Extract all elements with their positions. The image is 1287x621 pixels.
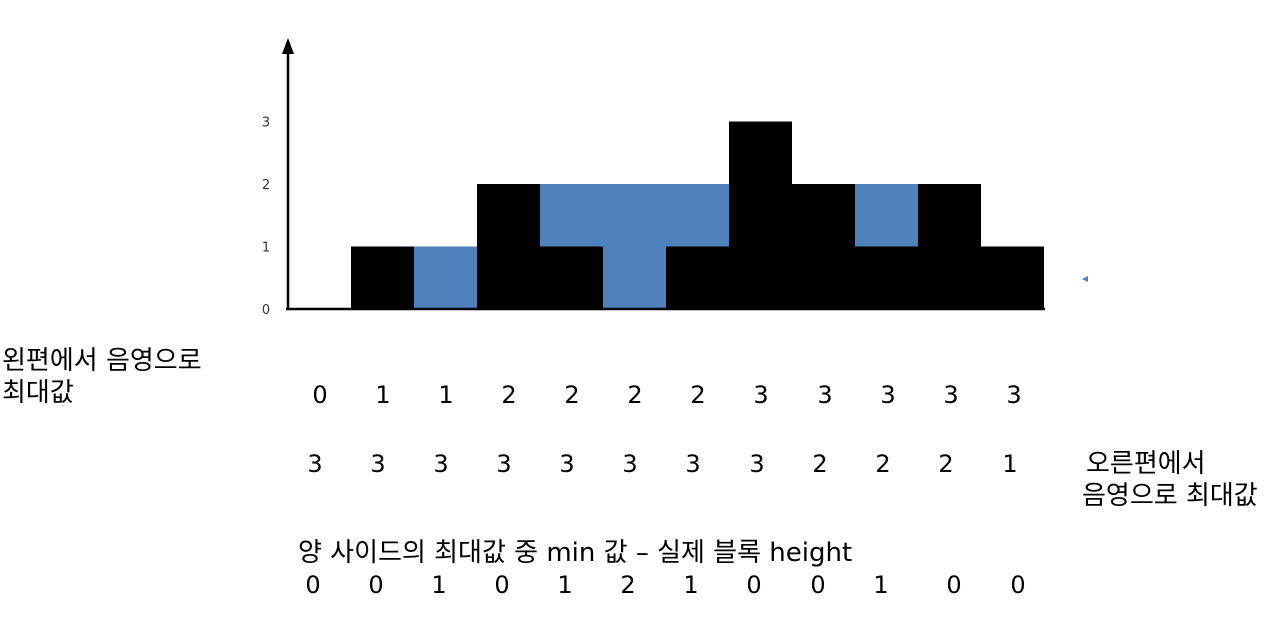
left-max-value-3: 2 [501,381,517,409]
left-max-value-4: 2 [564,381,580,409]
trapping-water-chart: 0 1 2 3 [262,38,1088,319]
block-bar-6 [666,246,729,309]
left-max-label-line2: 최대값 [2,378,74,408]
right-max-label-line2: 음영으로 최대값 [1082,481,1258,511]
water-bar-2 [414,246,477,309]
result-value-1: 0 [368,571,384,599]
left-max-value-0: 0 [312,381,328,409]
result-value-2: 1 [431,571,447,599]
result-value-10: 0 [946,571,962,599]
right-max-value-11: 1 [1002,450,1018,478]
right-max-value-9: 2 [875,450,891,478]
right-max-value-7: 3 [749,450,765,478]
block-bar-7 [729,121,792,309]
right-max-value-5: 3 [622,450,638,478]
block-bar-11 [981,246,1044,309]
left-max-value-5: 2 [627,381,643,409]
left-max-value-11: 3 [1006,381,1022,409]
right-max-label-line1: 오른편에서 [1086,449,1206,479]
left-max-value-8: 3 [817,381,833,409]
y-tick-0: 0 [262,303,270,318]
left-max-value-7: 3 [753,381,769,409]
block-bar-9 [855,246,918,309]
water-bar-5 [603,184,666,309]
right-max-value-1: 3 [370,450,386,478]
left-max-value-9: 3 [880,381,896,409]
left-max-label: 왼편에서 음영으로 최대값 [2,345,202,409]
block-bar-10 [918,184,981,309]
right-max-label: 오른편에서 음영으로 최대값 [1082,448,1258,512]
block-bar-4 [540,246,603,309]
result-value-7: 0 [746,571,762,599]
right-max-value-4: 3 [559,450,575,478]
block-bar-8 [792,184,855,309]
y-axis-arrow-icon [282,38,294,54]
right-max-value-0: 3 [307,450,323,478]
result-value-5: 2 [620,571,636,599]
result-value-6: 1 [683,571,699,599]
left-max-value-1: 1 [375,381,391,409]
left-max-label-line1: 왼편에서 음영으로 [2,346,202,376]
left-max-value-2: 1 [438,381,454,409]
block-bar-3 [477,184,540,309]
result-value-11: 0 [1010,571,1026,599]
result-caption: 양 사이드의 최대값 중 min 값 – 실제 블록 height [298,538,853,568]
left-max-value-6: 2 [690,381,706,409]
water-bar-4 [540,184,603,247]
block-layer [351,121,1044,309]
right-max-value-2: 3 [433,450,449,478]
right-max-value-10: 2 [938,450,954,478]
y-tick-2: 2 [262,178,270,193]
result-value-9: 1 [873,571,889,599]
y-tick-1: 1 [262,241,270,256]
block-bar-1 [351,246,414,309]
stray-mark [1082,276,1088,282]
water-bar-9 [855,184,918,247]
result-value-4: 1 [557,571,573,599]
right-max-value-6: 3 [685,450,701,478]
result-value-3: 0 [494,571,510,599]
right-max-value-8: 2 [812,450,828,478]
water-layer [414,184,918,309]
result-value-0: 0 [305,571,321,599]
right-max-value-3: 3 [496,450,512,478]
water-bar-6 [666,184,729,247]
result-value-8: 0 [810,571,826,599]
left-max-value-10: 3 [943,381,959,409]
y-tick-3: 3 [262,116,270,131]
y-tick-labels: 0 1 2 3 [262,116,270,319]
